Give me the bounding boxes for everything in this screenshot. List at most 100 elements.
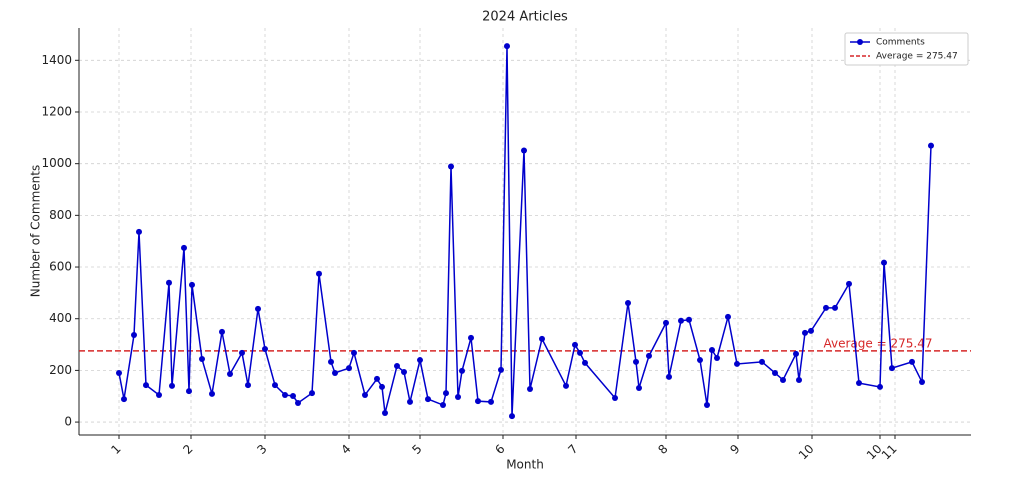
point: [714, 354, 720, 361]
y-tick-label: 1200: [41, 104, 72, 118]
point: [582, 359, 588, 366]
point: [709, 346, 715, 353]
x-tick-label: 8: [655, 442, 670, 457]
point: [459, 367, 465, 374]
point: [169, 382, 175, 389]
point: [928, 142, 934, 149]
annotation: Average = 275.47: [824, 336, 933, 350]
point: [407, 398, 413, 405]
point: [832, 304, 838, 311]
point: [704, 402, 710, 409]
point: [504, 43, 510, 50]
point: [539, 335, 545, 342]
point: [919, 379, 925, 386]
point: [448, 163, 454, 170]
point: [362, 391, 368, 398]
point: [612, 395, 618, 402]
point: [166, 279, 172, 286]
x-tick-label: 4: [338, 442, 353, 457]
point: [425, 396, 431, 403]
y-axis-label: Number of Comments: [29, 165, 43, 297]
point: [189, 281, 195, 288]
point: [156, 391, 162, 398]
point: [802, 329, 808, 336]
y-tick-label: 800: [49, 208, 72, 222]
point: [131, 331, 137, 338]
point: [272, 382, 278, 389]
point: [909, 358, 915, 365]
point: [209, 390, 215, 397]
point: [563, 382, 569, 389]
point: [488, 398, 494, 405]
point: [262, 345, 268, 352]
x-tick-label: 7: [565, 442, 580, 457]
legend-box: [844, 32, 969, 66]
point: [759, 358, 765, 365]
point: [475, 398, 481, 405]
y-tick-label: 1000: [41, 156, 72, 170]
point: [282, 391, 288, 398]
point: [572, 341, 578, 348]
point: [521, 147, 527, 154]
point: [780, 376, 786, 383]
point: [678, 317, 684, 324]
point: [255, 305, 261, 312]
legend-label: Average = 275.47: [876, 52, 958, 62]
point: [227, 371, 233, 378]
point: [121, 396, 127, 403]
point: [440, 402, 446, 409]
point: [219, 328, 225, 335]
point: [734, 360, 740, 367]
x-tick-label: 1: [108, 442, 123, 457]
point: [417, 357, 423, 364]
x-tick-label: 11: [879, 442, 900, 463]
point: [143, 382, 149, 389]
x-tick-label: 2: [180, 442, 195, 457]
point: [877, 383, 883, 390]
y-tick-label: 200: [49, 363, 72, 377]
point: [468, 334, 474, 341]
point: [239, 349, 245, 356]
x-axis-label: Month: [506, 458, 544, 472]
point: [793, 350, 799, 357]
chart-title: 2024 Articles: [482, 10, 568, 25]
x-tick-label: 5: [409, 442, 424, 457]
point: [772, 369, 778, 376]
point: [686, 316, 692, 323]
point: [316, 270, 322, 277]
point: [881, 259, 887, 266]
y-tick-label: 0: [64, 415, 72, 429]
point: [290, 392, 296, 399]
point: [509, 413, 515, 420]
point: [823, 304, 829, 311]
point: [636, 384, 642, 391]
x-tick-label: 10: [796, 442, 817, 463]
point: [309, 390, 315, 397]
point: [136, 228, 142, 235]
point: [577, 349, 583, 356]
point: [346, 365, 352, 372]
y-tick-label: 400: [49, 311, 72, 325]
point: [199, 356, 205, 363]
point: [443, 390, 449, 397]
legend-swatch: [857, 39, 863, 45]
point: [245, 382, 251, 389]
point: [666, 373, 672, 380]
point: [186, 388, 192, 395]
point: [808, 327, 814, 334]
point: [856, 380, 862, 387]
point: [328, 358, 334, 365]
point: [295, 399, 301, 406]
point: [116, 369, 122, 376]
point: [498, 366, 504, 373]
point: [889, 365, 895, 372]
point: [625, 299, 631, 306]
x-tick-label: 3: [254, 442, 269, 457]
point: [332, 369, 338, 376]
line: [118, 46, 932, 417]
point: [796, 376, 802, 383]
point: [394, 363, 400, 370]
x-tick-label: 6: [492, 442, 507, 457]
point: [351, 349, 357, 356]
point: [725, 313, 731, 320]
